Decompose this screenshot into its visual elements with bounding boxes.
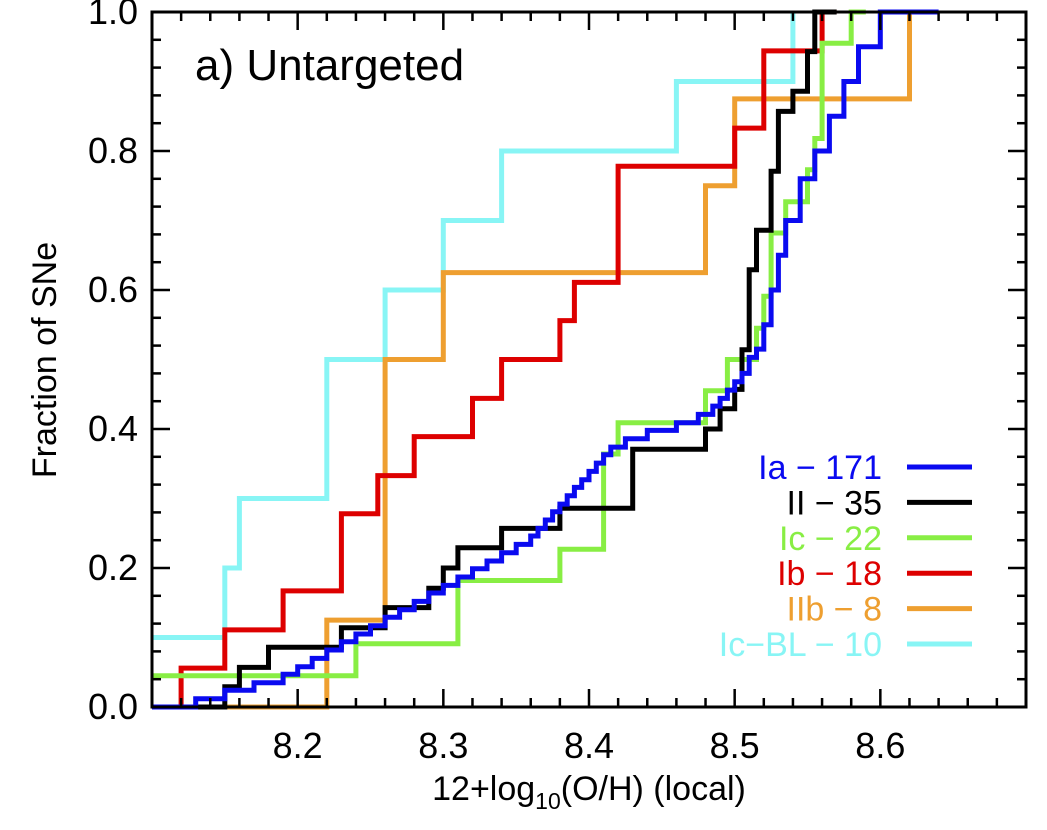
y-tick-label: 0.0 [88,686,138,727]
legend-label-3: Ib − 18 [777,555,882,593]
legend-label-4: IIb − 8 [787,591,882,629]
series-line-4 [152,12,912,710]
legend-label-2: Ic − 22 [779,520,882,558]
label-layer: 8.2 8.3 8.4 8.5 8.6 0.0 0.2 0.4 0.6 0.8 1.0 [88,0,905,766]
series-line-0 [152,9,939,710]
x-axis-title-prefix: 12+log [432,770,535,808]
legend-label-1: II − 35 [787,484,882,522]
panel-title: a) Untargeted [195,41,464,90]
x-axis-title-subscript: 10 [535,788,561,814]
series-line-2 [152,9,866,679]
plot-frame [150,10,1028,709]
x-tick-label: 8.3 [418,725,468,766]
x-tick-label: 8.4 [564,725,614,766]
y-tick-label: 0.8 [88,130,138,171]
legend-label-0: Ia − 171 [758,449,882,487]
series-layer [152,9,939,710]
x-axis-title-suffix: (O/H) (local) [561,770,746,808]
y-tick-label: 0.2 [88,547,138,588]
series-line-1 [152,9,837,710]
x-axis-title: 12+log10(O/H) (local) [432,770,746,814]
y-tick-label: 0.6 [88,269,138,310]
x-tick-label: 8.2 [273,725,323,766]
legend-label-5: Ic−BL − 10 [719,626,882,664]
series-line-3 [152,9,837,710]
y-axis-title: Fraction of SNe [26,242,64,478]
series-line-5 [152,12,796,640]
x-tick-label: 8.5 [710,725,760,766]
x-tick-label: 8.6 [855,725,905,766]
y-tick-label: 1.0 [88,0,138,32]
y-tick-label: 0.4 [88,408,138,449]
